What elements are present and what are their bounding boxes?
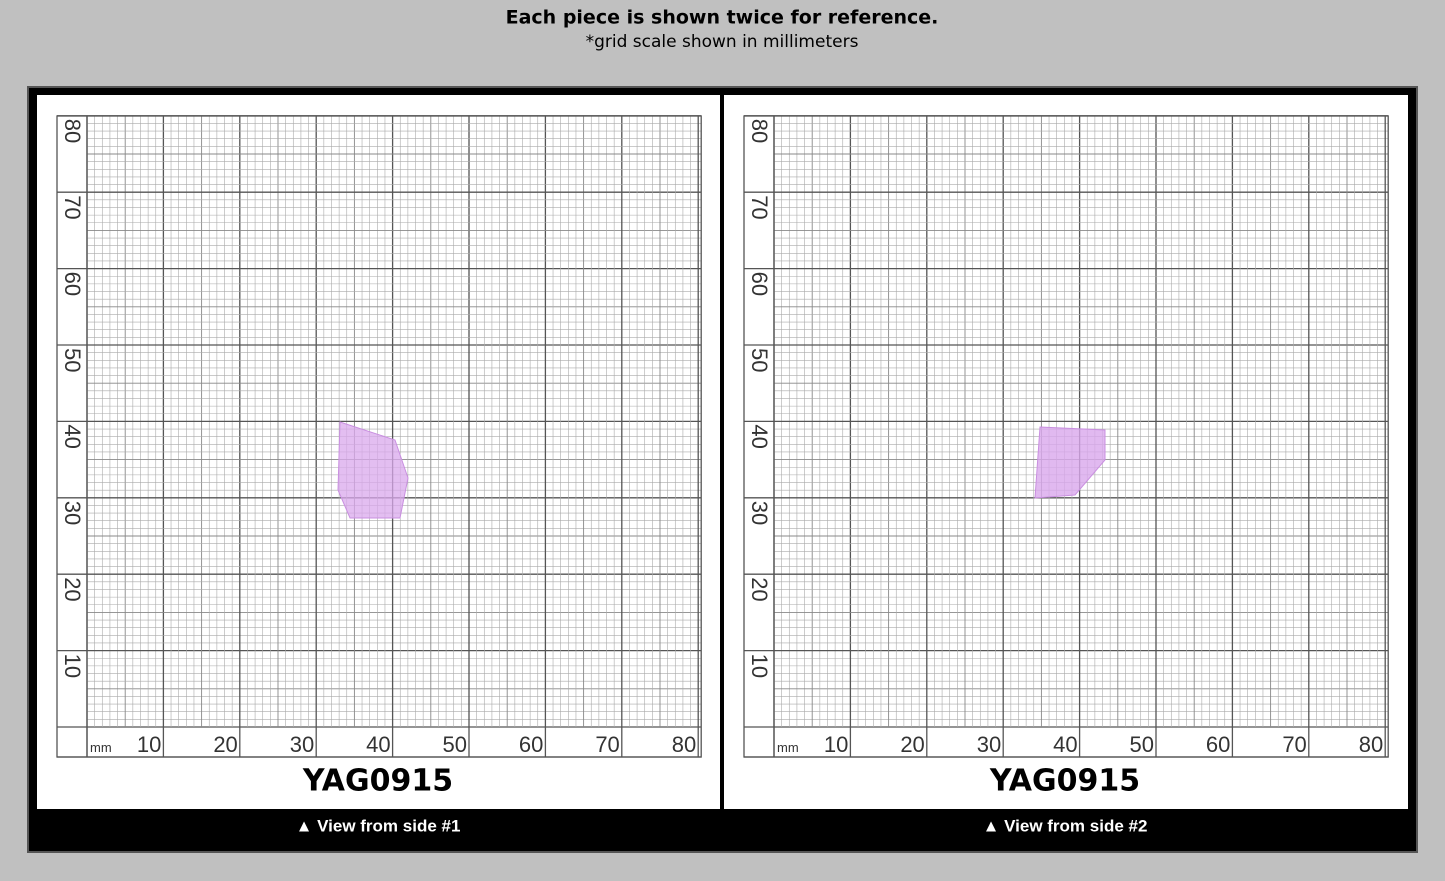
- x-scale-label: 40: [366, 732, 390, 757]
- caption: ▲ View from side #2: [983, 816, 1148, 835]
- x-scale-label: 50: [1130, 732, 1154, 757]
- x-scale-label: 10: [137, 732, 161, 757]
- sample-id: YAG0915: [989, 764, 1140, 799]
- y-scale-label: 10: [747, 654, 772, 678]
- y-scale-label: 70: [60, 195, 85, 219]
- x-scale-label: 80: [1359, 732, 1383, 757]
- x-scale-label: 60: [1206, 732, 1230, 757]
- crystal: [337, 421, 409, 519]
- y-scale-label: 80: [60, 119, 85, 143]
- y-scale-label: 50: [60, 348, 85, 372]
- y-scale-label: 80: [747, 119, 772, 143]
- y-scale-label: 60: [747, 272, 772, 296]
- y-scale-label: 20: [747, 577, 772, 601]
- y-scale-label: 20: [60, 577, 85, 601]
- y-scale-label: 60: [60, 272, 85, 296]
- x-scale-label: 40: [1053, 732, 1077, 757]
- x-scale-label: 80: [672, 732, 696, 757]
- x-scale-label: 20: [900, 732, 924, 757]
- crystal: [1034, 426, 1106, 499]
- grid-unit: mm: [90, 740, 112, 755]
- y-scale-label: 10: [60, 654, 85, 678]
- x-scale-label: 30: [290, 732, 314, 757]
- graph-paper: mm 10 20 30 40 50 60 70 80 10 20 30 40 50 60 70 80: [56, 115, 702, 758]
- y-scale-label: 30: [60, 501, 85, 525]
- x-scale-label: 10: [824, 732, 848, 757]
- grids: mm 10 20 30 40 50 60 70 80 10 20 30 40 50 60 70 80 mm 10 20…: [56, 115, 1389, 758]
- y-scale-label: 40: [60, 424, 85, 448]
- x-scale-label: 60: [519, 732, 543, 757]
- y-scale-label: 30: [747, 501, 772, 525]
- x-scale-label: 70: [1282, 732, 1306, 757]
- y-scale-label: 70: [747, 195, 772, 219]
- graph-paper: mm 10 20 30 40 50 60 70 80 10 20 30 40 50 60 70 80: [743, 115, 1389, 758]
- x-scale-label: 20: [213, 732, 237, 757]
- x-scale-label: 50: [443, 732, 467, 757]
- grid-unit: mm: [777, 740, 799, 755]
- x-scale-label: 70: [595, 732, 619, 757]
- y-scale-label: 40: [747, 424, 772, 448]
- header-subtitle: *grid scale shown in millimeters: [586, 32, 859, 52]
- x-scale-label: 30: [977, 732, 1001, 757]
- header-title: Each piece is shown twice for reference.: [506, 7, 939, 29]
- caption: ▲ View from side #1: [296, 816, 461, 835]
- y-scale-label: 50: [747, 348, 772, 372]
- sample-id: YAG0915: [302, 764, 453, 799]
